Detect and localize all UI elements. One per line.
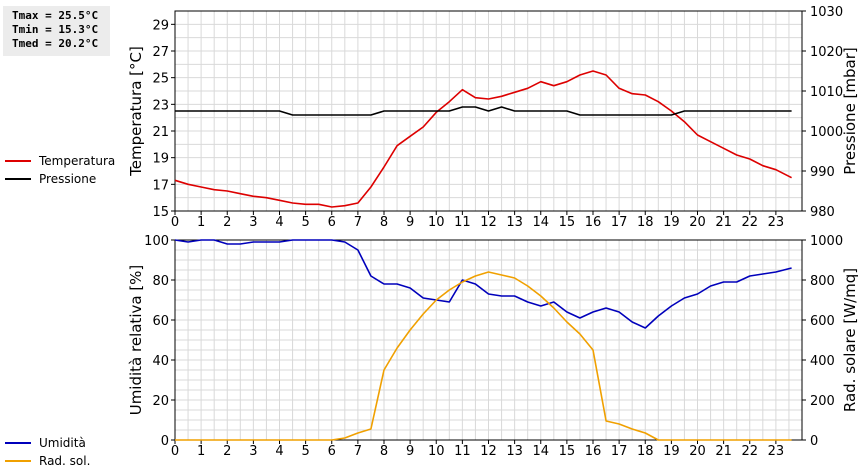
stat-tmed: Tmed = 20.2°C <box>12 37 99 50</box>
chart1-x-tick-label: 11 <box>454 215 471 230</box>
chart1-x-tick-label: 8 <box>380 215 388 230</box>
chart1-y2-tick-label: 990 <box>810 165 835 180</box>
chart1-x-tick-label: 6 <box>328 215 336 230</box>
chart1-x-tick-label: 0 <box>171 215 179 230</box>
chart2-series-umidit- <box>174 239 792 329</box>
legend-label-temperatura: Temperatura <box>39 154 116 168</box>
legend-label-umidita: Umidità <box>39 436 86 450</box>
chart1-x-tick-label: 16 <box>585 215 602 230</box>
chart1-series-pressione <box>175 106 792 116</box>
chart2-x-tick-label: 0 <box>171 444 179 459</box>
chart2-y-tick-label: 60 <box>152 314 169 329</box>
legend-top: Temperatura Pressione <box>5 152 115 188</box>
stat-tmax: Tmax = 25.5°C <box>12 9 99 22</box>
chart2-y2-tick-label: 400 <box>810 354 835 369</box>
chart1-y2-tick-label: 1000 <box>810 125 843 140</box>
chart1-y-tick-label: 17 <box>152 178 169 193</box>
chart2-x-tick-label: 19 <box>663 444 680 459</box>
chart1-x-tick-label: 18 <box>637 215 654 230</box>
chart2-y2-tick-label: 1000 <box>810 234 843 249</box>
legend-swatch-umidita <box>5 442 31 444</box>
chart1-x-tick-label: 3 <box>249 215 257 230</box>
chart1-y-tick-label: 25 <box>152 72 169 87</box>
chart2-y2-tick-label: 200 <box>810 394 835 409</box>
chart1-x-tick-label: 17 <box>611 215 628 230</box>
chart2-x-tick-label: 23 <box>768 444 785 459</box>
chart2-y-tick-label: 40 <box>152 354 169 369</box>
stats-box: Tmax = 25.5°C Tmin = 15.3°C Tmed = 20.2°… <box>3 6 110 56</box>
chart1-x-tick-label: 7 <box>354 215 362 230</box>
chart1-y2-tick-label: 1010 <box>810 85 843 100</box>
chart1-x-tick-label: 19 <box>663 215 680 230</box>
legend-swatch-temperatura <box>5 160 31 162</box>
chart2-y-tick-label: 0 <box>161 434 169 449</box>
chart2-y2-tick-label: 600 <box>810 314 835 329</box>
legend-item-pressione: Pressione <box>5 170 115 188</box>
chart2-x-tick-label: 15 <box>559 444 576 459</box>
legend-swatch-pressione <box>5 178 31 180</box>
legend-item-temperatura: Temperatura <box>5 152 115 170</box>
chart1-series-temperatura <box>174 70 792 208</box>
chart1-x-tick-label: 9 <box>406 215 414 230</box>
chart1-x-tick-label: 22 <box>741 215 758 230</box>
chart1-x-tick-label: 12 <box>480 215 497 230</box>
chart2-x-tick-label: 10 <box>428 444 445 459</box>
chart1-x-tick-label: 2 <box>223 215 231 230</box>
chart2-y-tick-label: 100 <box>144 234 169 249</box>
chart1-ylabel: Temperatura [°C] <box>127 46 145 177</box>
weather-charts: 0 1 2 3 4 5 6 7 8 9 10 11 12 13 14 15 16 17 18 19 20 21 22 2315… <box>127 5 859 459</box>
chart2-x-tick-label: 22 <box>741 444 758 459</box>
chart1-x-tick-label: 1 <box>197 215 205 230</box>
legend-swatch-radsol <box>5 460 31 462</box>
chart1-x-tick-label: 23 <box>768 215 785 230</box>
chart2-x-tick-label: 16 <box>585 444 602 459</box>
chart1-y-tick-label: 21 <box>152 125 169 140</box>
chart1-x-tick-label: 4 <box>275 215 283 230</box>
chart2-x-tick-label: 3 <box>249 444 257 459</box>
chart2-x-tick-label: 12 <box>480 444 497 459</box>
chart1-x-tick-label: 15 <box>559 215 576 230</box>
chart2-y2-tick-label: 800 <box>810 274 835 289</box>
chart1-y2label: Pressione [mbar] <box>841 47 859 175</box>
chart2-x-tick-label: 21 <box>715 444 732 459</box>
chart1-x-tick-label: 21 <box>715 215 732 230</box>
stat-tmin: Tmin = 15.3°C <box>12 23 99 36</box>
chart2-y-tick-label: 80 <box>152 274 169 289</box>
chart1-y-tick-label: 29 <box>152 18 169 33</box>
chart1-y2-tick-label: 1020 <box>810 45 843 60</box>
chart2-x-tick-label: 9 <box>406 444 414 459</box>
chart1-y2-tick-label: 980 <box>810 205 835 220</box>
chart1-x-tick-label: 13 <box>506 215 523 230</box>
chart2-ylabel: Umidità relativa [%] <box>127 265 145 416</box>
chart2-x-tick-label: 8 <box>380 444 388 459</box>
chart1-x-tick-label: 20 <box>689 215 706 230</box>
chart2-y2label: Rad. solare [W/mq] <box>841 268 859 412</box>
chart1-y-tick-label: 15 <box>152 205 169 220</box>
chart1-x-tick-label: 5 <box>301 215 309 230</box>
chart2-x-tick-label: 18 <box>637 444 654 459</box>
legend-item-umidita: Umidità <box>5 434 90 452</box>
chart2-x-tick-label: 5 <box>301 444 309 459</box>
chart1-y-tick-label: 27 <box>152 45 169 60</box>
chart2-x-tick-label: 17 <box>611 444 628 459</box>
chart2-x-tick-label: 6 <box>328 444 336 459</box>
chart2-x-tick-label: 20 <box>689 444 706 459</box>
chart1-x-tick-label: 10 <box>428 215 445 230</box>
chart1-y2-tick-label: 1030 <box>810 5 843 20</box>
chart2-x-tick-label: 13 <box>506 444 523 459</box>
chart2-x-tick-label: 2 <box>223 444 231 459</box>
chart2-x-tick-label: 14 <box>532 444 549 459</box>
chart2-y2-tick-label: 0 <box>810 434 818 449</box>
chart1-y-tick-label: 23 <box>152 98 169 113</box>
chart2-x-tick-label: 4 <box>275 444 283 459</box>
legend-label-pressione: Pressione <box>39 172 97 186</box>
chart2-x-tick-label: 1 <box>197 444 205 459</box>
chart2-y-tick-label: 20 <box>152 394 169 409</box>
chart2-x-tick-label: 7 <box>354 444 362 459</box>
chart1-y-tick-label: 19 <box>152 152 169 167</box>
chart1-x-tick-label: 14 <box>532 215 549 230</box>
chart2-series-rad-sol- <box>175 271 792 441</box>
chart2-x-tick-label: 11 <box>454 444 471 459</box>
